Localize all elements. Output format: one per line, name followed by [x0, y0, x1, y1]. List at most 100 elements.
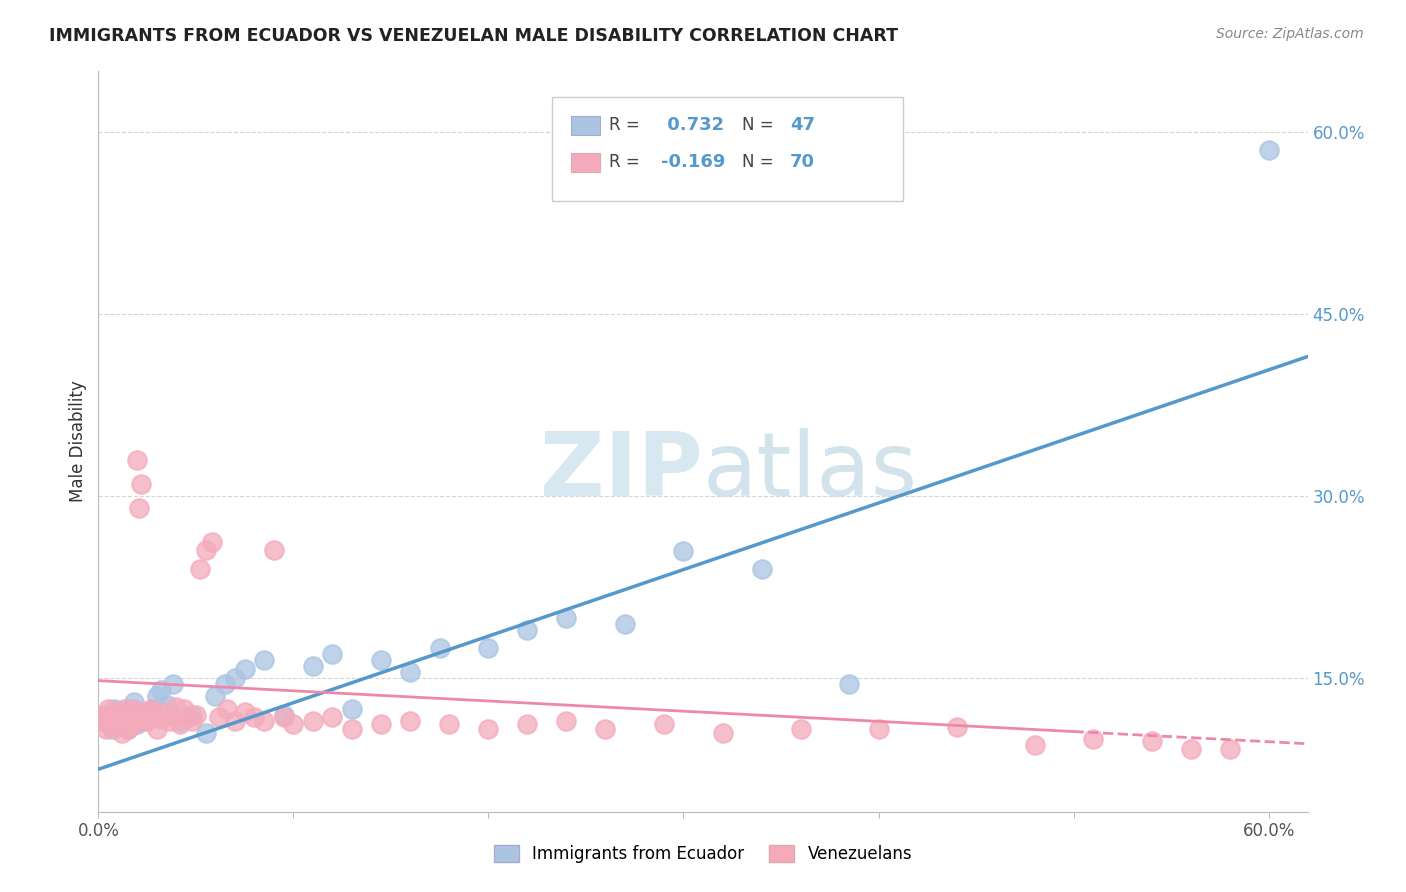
Point [173, 701, 195, 715]
Point [321, 710, 343, 724]
Point [132, 710, 155, 724]
Point [97, 701, 120, 715]
Point [595, 722, 617, 736]
FancyBboxPatch shape [571, 153, 600, 172]
Point [340, 701, 363, 715]
Text: ZIP: ZIP [540, 427, 703, 515]
Text: Source: ZipAtlas.com: Source: ZipAtlas.com [1216, 27, 1364, 41]
Point [149, 683, 172, 698]
Point [555, 610, 578, 624]
Point [224, 671, 246, 685]
FancyBboxPatch shape [551, 97, 903, 201]
Point [136, 714, 159, 728]
Point [118, 701, 141, 715]
Point [111, 705, 134, 719]
Point [945, 720, 967, 734]
Point [181, 714, 204, 728]
Point [114, 710, 136, 724]
Text: 47: 47 [790, 116, 815, 134]
Point [177, 710, 200, 724]
Point [101, 710, 124, 724]
Point [263, 542, 285, 557]
Point [153, 705, 176, 719]
Point [142, 707, 165, 722]
Point [122, 701, 145, 715]
Point [302, 659, 325, 673]
Point [139, 701, 162, 715]
Point [122, 696, 145, 710]
Point [98, 717, 121, 731]
FancyBboxPatch shape [571, 116, 600, 135]
Point [93, 714, 115, 728]
Point [283, 717, 305, 731]
Text: IMMIGRANTS FROM ECUADOR VS VENEZUELAN MALE DISABILITY CORRELATION CHART: IMMIGRANTS FROM ECUADOR VS VENEZUELAN MA… [49, 27, 898, 45]
Point [101, 722, 124, 736]
Point [253, 653, 276, 667]
Point [134, 710, 156, 724]
Point [1257, 143, 1279, 157]
Point [253, 714, 276, 728]
Point [208, 710, 231, 724]
Point [370, 717, 392, 731]
Point [112, 714, 135, 728]
Point [233, 705, 256, 719]
Point [273, 710, 295, 724]
Point [138, 710, 160, 724]
Point [149, 713, 172, 727]
Point [789, 722, 811, 736]
Point [156, 698, 179, 712]
Point [127, 717, 149, 731]
Text: N =: N = [742, 116, 779, 134]
Point [711, 726, 734, 740]
Point [134, 705, 156, 719]
Point [107, 716, 129, 731]
Point [439, 717, 461, 731]
Point [97, 710, 120, 724]
Point [98, 717, 121, 731]
Point [138, 705, 160, 719]
Point [165, 700, 187, 714]
Point [108, 709, 131, 723]
Point [516, 717, 538, 731]
Point [224, 714, 246, 728]
Point [214, 677, 236, 691]
Point [243, 710, 266, 724]
Text: N =: N = [742, 153, 779, 170]
Point [112, 701, 135, 715]
Point [1024, 738, 1046, 752]
Point [157, 714, 180, 728]
Point [233, 661, 256, 675]
Point [1081, 731, 1104, 746]
Point [118, 707, 141, 722]
Point [96, 707, 118, 722]
Point [614, 616, 637, 631]
Point [194, 542, 217, 557]
Point [555, 714, 578, 728]
Point [1140, 734, 1163, 748]
Text: R =: R = [609, 116, 645, 134]
Point [477, 722, 499, 736]
Point [169, 717, 191, 731]
Point [146, 722, 169, 736]
Point [127, 452, 149, 467]
Point [188, 562, 211, 576]
Y-axis label: Male Disability: Male Disability [69, 381, 87, 502]
Point [93, 707, 115, 722]
Point [516, 623, 538, 637]
Point [1219, 741, 1241, 756]
Point [868, 722, 890, 736]
Point [131, 477, 153, 491]
Point [838, 677, 860, 691]
Point [96, 722, 118, 736]
Point [477, 640, 499, 655]
Point [302, 714, 325, 728]
Point [1180, 741, 1202, 756]
Point [121, 714, 143, 728]
Point [117, 722, 139, 736]
Point [103, 720, 125, 734]
Point [104, 705, 127, 719]
Point [128, 501, 150, 516]
Text: 0.732: 0.732 [661, 116, 724, 134]
Point [117, 722, 139, 736]
Point [204, 690, 226, 704]
